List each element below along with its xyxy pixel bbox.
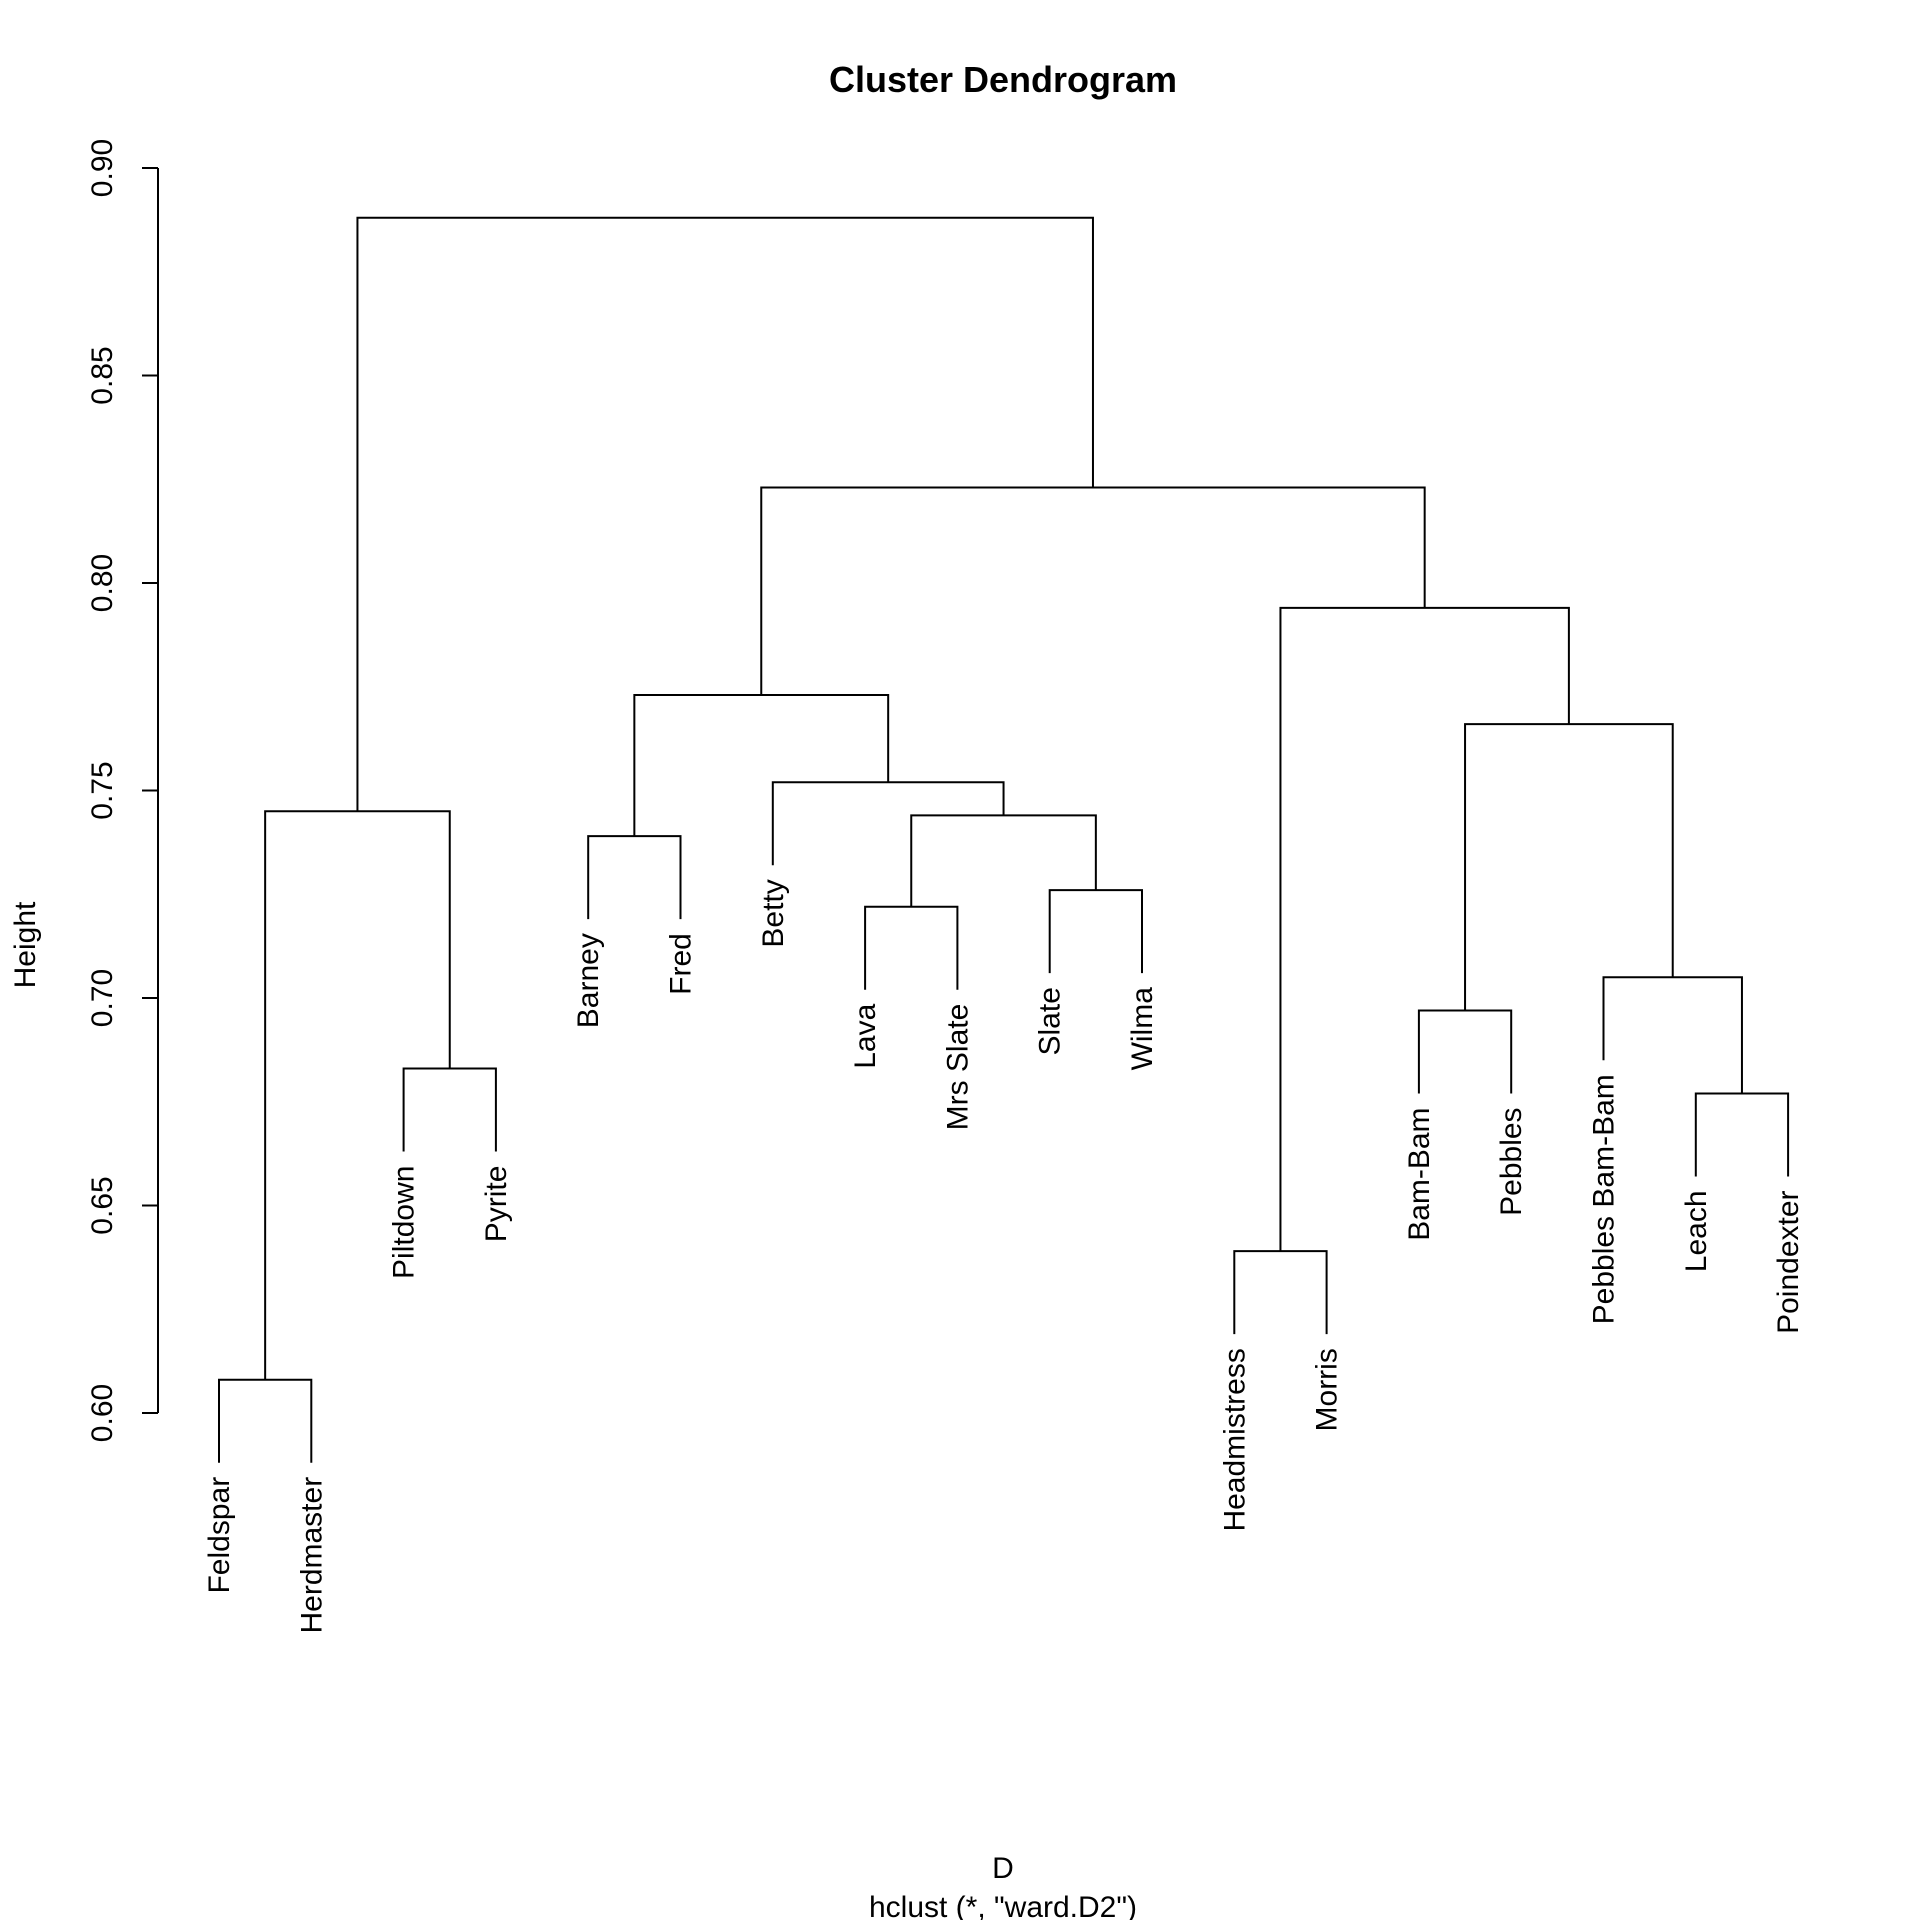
leaf-label: Herdmaster	[295, 1477, 328, 1634]
dendrogram-link	[1048, 889, 1143, 974]
dendrogram-links	[218, 216, 1790, 1463]
leaf-label: Slate	[1034, 987, 1067, 1055]
leaf-label: Lava	[849, 1003, 882, 1068]
y-tick-label: 0.70	[86, 969, 119, 1027]
leaf-label: Morris	[1311, 1348, 1344, 1431]
leaf-label: Bam-Bam	[1403, 1107, 1436, 1240]
y-tick-label: 0.85	[86, 346, 119, 404]
leaf-label: Leach	[1680, 1190, 1713, 1272]
y-tick-label: 0.80	[86, 554, 119, 612]
y-axis-ticks: 0.60 0.65 0.70 0.75 0.80 0.85 0.90	[86, 139, 158, 1442]
y-tick-label: 0.65	[86, 1176, 119, 1234]
leaf-label: Mrs Slate	[941, 1004, 974, 1131]
method-sublabel: hclust (*, "ward.D2")	[869, 1891, 1137, 1920]
y-axis-label: Height	[9, 901, 42, 988]
dendrogram-link	[1694, 1092, 1790, 1177]
leaf-label: Fred	[665, 933, 698, 995]
chart-title: Cluster Dendrogram	[829, 59, 1177, 100]
x-axis-label: D	[992, 1852, 1014, 1885]
leaf-label: Feldspar	[203, 1477, 236, 1594]
dendrogram-link	[1464, 723, 1674, 1011]
dendrogram-link	[1233, 1250, 1328, 1335]
dendrogram-link	[264, 810, 451, 1380]
leaf-label: Betty	[757, 879, 790, 947]
leaf-labels: Feldspar Herdmaster Piltdown Pyrite Barney Fr…	[203, 879, 1805, 1633]
dendrogram-link	[864, 905, 959, 990]
dendrogram-link	[771, 781, 1005, 866]
leaf-label: Wilma	[1126, 987, 1159, 1071]
dendrogram-link	[356, 216, 1094, 812]
dendrogram-link	[760, 486, 1426, 696]
dendrogram-link	[910, 814, 1097, 907]
dendrogram-link	[1602, 976, 1743, 1094]
leaf-label: Pebbles Bam-Bam	[1588, 1074, 1621, 1324]
dendrogram-link	[1417, 1009, 1513, 1094]
dendrogram-link	[218, 1378, 313, 1463]
leaf-label: Headmistress	[1218, 1348, 1251, 1531]
dendrogram-link	[587, 835, 682, 920]
leaf-label: Pebbles	[1495, 1107, 1528, 1215]
leaf-label: Barney	[572, 933, 605, 1028]
y-tick-label: 0.60	[86, 1384, 119, 1442]
dendrogram-link	[402, 1067, 497, 1152]
dendrogram-link	[633, 694, 890, 837]
leaf-label: Pyrite	[480, 1166, 513, 1243]
y-tick-label: 0.75	[86, 761, 119, 819]
y-tick-label: 0.90	[86, 139, 119, 197]
leaf-label: Piltdown	[388, 1166, 421, 1279]
leaf-label: Poindexter	[1772, 1190, 1805, 1333]
